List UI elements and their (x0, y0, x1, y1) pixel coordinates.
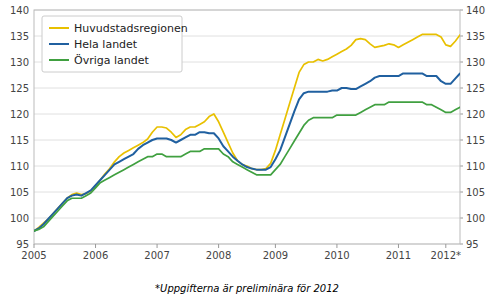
x-tick-label: 2006 (83, 250, 108, 261)
x-tick-label: 2009 (263, 250, 288, 261)
line (34, 73, 460, 231)
y-tick-label: 130 (10, 57, 29, 68)
x-tick-label: 2011 (386, 250, 411, 261)
legend: Huvudstadsregionen Hela landet Övriga land… (42, 16, 188, 72)
legend-swatch (49, 59, 69, 61)
y-tick-label: 110 (10, 161, 29, 172)
x-tick-label: 2005 (21, 250, 46, 261)
y-tick-label: 120 (10, 109, 29, 120)
x-tick-label: 2010 (324, 250, 349, 261)
x-tick-label: 2008 (206, 250, 231, 261)
legend-label: Huvudstadsregionen (74, 22, 188, 35)
line (34, 102, 460, 231)
grid-line (34, 88, 460, 89)
lines (34, 34, 460, 231)
x-tick-label: 2012* (431, 250, 461, 261)
x-tick-label: 2007 (144, 250, 169, 261)
grid-line (34, 114, 460, 115)
y-tick-label: 135 (10, 31, 29, 42)
y-tick-label: 95 (16, 239, 29, 250)
y2-tick-label: 100 (466, 213, 485, 224)
x-tick (398, 244, 399, 248)
x-tick (336, 244, 337, 248)
y2-tick-label: 115 (466, 135, 485, 146)
y2-tick-label: 125 (466, 83, 485, 94)
x-tick (157, 244, 158, 248)
y2-tick-label: 95 (466, 239, 479, 250)
line (34, 34, 460, 231)
grid-line (34, 218, 460, 219)
y2-tick-label: 120 (466, 109, 485, 120)
y2-tick-label: 140 (466, 5, 485, 16)
grid-line (34, 192, 460, 193)
y2-tick-label: 105 (466, 187, 485, 198)
y2-tick-label: 130 (466, 57, 485, 68)
legend-swatch (49, 27, 69, 29)
legend-swatch (49, 43, 69, 45)
legend-label: Övriga landet (74, 54, 149, 67)
grid-line (34, 140, 460, 141)
grid (34, 10, 460, 244)
x-tick (275, 244, 276, 248)
y2-tick-label: 110 (466, 161, 485, 172)
y-tick-label: 105 (10, 187, 29, 198)
x-tick (34, 244, 35, 248)
x-tick (95, 244, 96, 248)
y-tick-label: 115 (10, 135, 29, 146)
x-tick (445, 244, 446, 248)
footnote: *Uppgifterna är preliminära för 2012 (155, 283, 339, 294)
y-tick-label: 140 (10, 5, 29, 16)
plot-frame (34, 10, 460, 244)
legend-label: Hela landet (74, 38, 138, 51)
y2-tick-label: 135 (466, 31, 485, 42)
y-tick-label: 125 (10, 83, 29, 94)
chart: 95 100 105 110 115 120 125 130 135 140 95 100 105 110… (0, 0, 494, 304)
x-tick (218, 244, 219, 248)
y-tick-label: 100 (10, 213, 29, 224)
